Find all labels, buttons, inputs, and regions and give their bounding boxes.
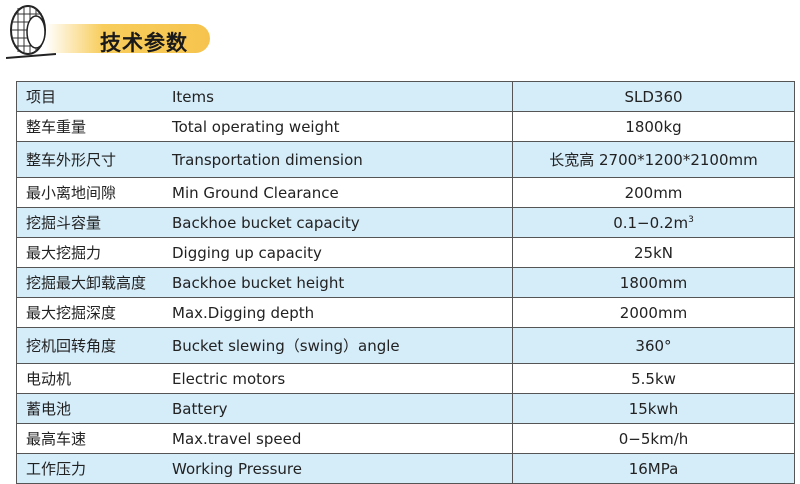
spec-value: 长宽高 2700*1200*2100mm	[512, 141, 795, 178]
spec-name-en: Max.Digging depth	[172, 297, 513, 328]
spec-value: 1800kg	[512, 111, 795, 142]
header-cn: 项目	[16, 81, 172, 112]
spec-name-cn: 最高车速	[16, 423, 172, 454]
spec-name-en: Transportation dimension	[172, 141, 513, 178]
superscript: 3	[688, 214, 694, 225]
spec-value: 360°	[512, 327, 795, 364]
spec-name-en: Bucket slewing（swing）angle	[172, 327, 513, 364]
table-header-row: 项目 Items SLD360	[16, 81, 795, 112]
spec-name-en: Total operating weight	[172, 111, 513, 142]
spec-name-en: Digging up capacity	[172, 237, 513, 268]
spec-value: 1800mm	[512, 267, 795, 298]
table-row: 蓄电池 Battery 15kwh	[16, 393, 795, 424]
table-row: 工作压力 Working Pressure 16MPa	[16, 453, 795, 484]
table-row: 最高车速 Max.travel speed 0−5km/h	[16, 423, 795, 454]
spec-name-en: Working Pressure	[172, 453, 513, 484]
spec-value: 5.5kw	[512, 363, 795, 394]
spec-name-cn: 挖掘斗容量	[16, 207, 172, 238]
spec-value: 2000mm	[512, 297, 795, 328]
spec-name-cn: 最小离地间隙	[16, 177, 172, 208]
spec-value: 25kN	[512, 237, 795, 268]
spec-value: 0.1−0.2m3	[512, 207, 795, 238]
spec-table: 项目 Items SLD360 整车重量 Total operating weig…	[16, 81, 795, 484]
spec-name-en: Battery	[172, 393, 513, 424]
spec-name-cn: 挖机回转角度	[16, 327, 172, 364]
table-row: 挖掘最大卸载高度 Backhoe bucket height 1800mm	[16, 267, 795, 298]
spec-name-cn: 蓄电池	[16, 393, 172, 424]
table-row: 最大挖掘深度 Max.Digging depth 2000mm	[16, 297, 795, 328]
spec-name-cn: 工作压力	[16, 453, 172, 484]
spec-name-en: Electric motors	[172, 363, 513, 394]
table-row: 挖机回转角度 Bucket slewing（swing）angle 360°	[16, 327, 795, 364]
table-row: 最小离地间隙 Min Ground Clearance 200mm	[16, 177, 795, 208]
spec-value: 0−5km/h	[512, 423, 795, 454]
spec-name-cn: 整车重量	[16, 111, 172, 142]
header-en: Items	[172, 81, 513, 112]
spec-name-cn: 最大挖掘力	[16, 237, 172, 268]
spec-value: 200mm	[512, 177, 795, 208]
spec-value: 15kwh	[512, 393, 795, 424]
table-row: 整车重量 Total operating weight 1800kg	[16, 111, 795, 142]
page-title: 技术参数	[100, 31, 188, 55]
spec-name-en: Backhoe bucket height	[172, 267, 513, 298]
spec-name-en: Backhoe bucket capacity	[172, 207, 513, 238]
spec-name-cn: 挖掘最大卸载高度	[16, 267, 172, 298]
table-row: 电动机 Electric motors 5.5kw	[16, 363, 795, 394]
table-row: 挖掘斗容量 Backhoe bucket capacity 0.1−0.2m3	[16, 207, 795, 238]
header-model: SLD360	[512, 81, 795, 112]
title-banner	[45, 24, 210, 53]
spec-name-en: Min Ground Clearance	[172, 177, 513, 208]
table-row: 最大挖掘力 Digging up capacity 25kN	[16, 237, 795, 268]
tire-icon	[6, 5, 56, 59]
table-row: 整车外形尺寸 Transportation dimension 长宽高 2700*1…	[16, 141, 795, 178]
spec-name-cn: 整车外形尺寸	[16, 141, 172, 178]
spec-name-cn: 最大挖掘深度	[16, 297, 172, 328]
spec-name-en: Max.travel speed	[172, 423, 513, 454]
spec-value: 16MPa	[512, 453, 795, 484]
section-header: 技术参数	[0, 0, 300, 70]
spec-name-cn: 电动机	[16, 363, 172, 394]
